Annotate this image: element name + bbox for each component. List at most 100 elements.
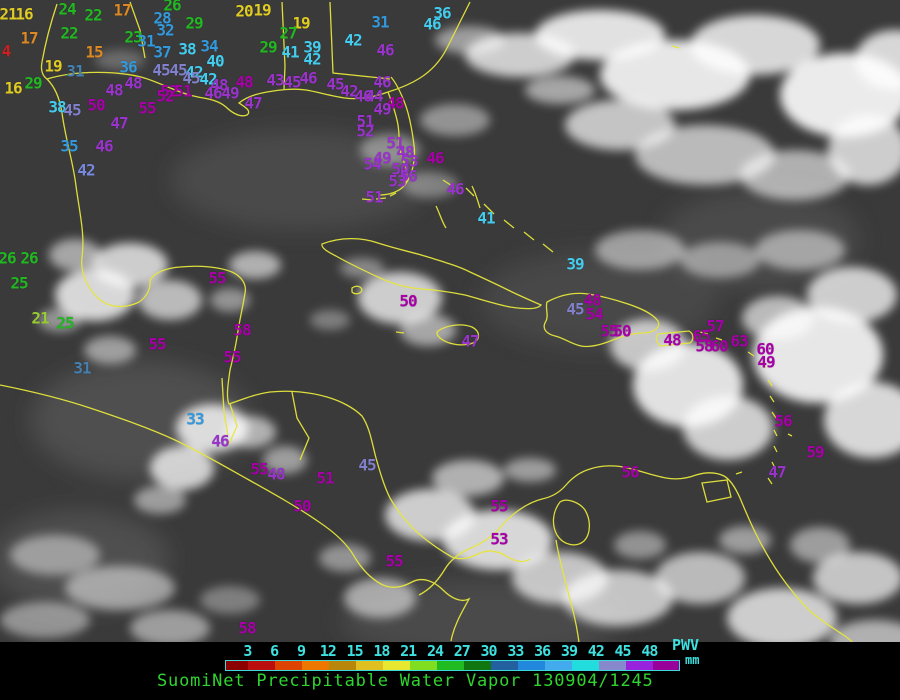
colorbar-tick: 48 — [641, 642, 658, 660]
station-value: 49 — [373, 99, 391, 119]
station-value: 58 — [238, 618, 256, 638]
station-value: 45 — [182, 68, 200, 88]
cuba — [321, 237, 543, 310]
station-value: 46 — [446, 179, 464, 199]
station-value: 65 — [692, 326, 710, 346]
hispaniola — [543, 292, 660, 348]
cloud-layer — [0, 10, 900, 642]
colorbar-tick: 12 — [319, 642, 337, 660]
station-value: 24 — [58, 0, 76, 19]
station-value: 4 — [1, 41, 12, 61]
station-value: 56 — [399, 166, 417, 186]
colorbar-segment — [248, 661, 275, 670]
station-value: 19 — [44, 56, 62, 76]
station-value: 16 — [4, 78, 22, 98]
station-value: 31 — [66, 61, 84, 81]
station-value: 31 — [371, 12, 389, 32]
station-value: 16 — [15, 4, 33, 24]
colorbar-segment — [356, 661, 383, 670]
station-value: 45 — [358, 455, 376, 475]
border-colombia-venezuela — [555, 539, 580, 642]
station-value: 55 — [148, 334, 166, 354]
coastline-gulf-centralamerica — [45, 1, 531, 563]
colorbar-tick: 15 — [346, 642, 364, 660]
station-value: 22 — [60, 23, 78, 43]
station-value: 33 — [186, 409, 204, 429]
station-value: 26 — [0, 248, 17, 268]
coastline-south-america — [418, 465, 854, 642]
station-value: 48 — [210, 75, 228, 95]
station-value: 57 — [706, 316, 724, 336]
bermuda-mark — [671, 45, 680, 49]
station-value: 25 — [56, 313, 74, 333]
station-value: 48 — [583, 290, 601, 310]
station-value: 55 — [250, 459, 268, 479]
station-value: 48 — [124, 73, 142, 93]
station-value: 39 — [303, 37, 321, 57]
station-value: 59 — [806, 442, 824, 462]
station-value: 38 — [178, 39, 196, 59]
station-value: 46 — [204, 83, 222, 103]
station-value: 47 — [244, 93, 262, 113]
station-value: 42 — [344, 30, 362, 50]
station-value: 46 — [95, 136, 113, 156]
station-value: 47 — [461, 331, 479, 351]
station-value: 46 — [211, 431, 229, 451]
station-value: 50 — [87, 95, 105, 115]
isle-of-youth — [351, 285, 363, 295]
station-value: 36 — [433, 3, 451, 23]
cloud-imagery — [0, 0, 900, 642]
station-value: 46 — [373, 72, 391, 92]
colorbar-segment — [437, 661, 464, 670]
station-value: 60 — [756, 339, 774, 359]
colorbar-tick: 45 — [614, 642, 632, 660]
station-value: 39 — [566, 254, 584, 274]
station-value: 55 — [208, 268, 226, 288]
station-value: 43 — [266, 70, 284, 90]
colorbar-tick: 3 — [243, 642, 252, 660]
station-value: 42 — [199, 69, 217, 89]
station-value: 45 — [152, 60, 170, 80]
station-value: 42 — [303, 49, 321, 69]
colorbar-segment — [599, 661, 626, 670]
station-value: 55 — [138, 98, 156, 118]
station-value: 27 — [279, 23, 297, 43]
station-value: 60 — [710, 336, 728, 356]
coastlines-layer — [0, 1, 854, 642]
station-value: 48 — [396, 142, 414, 162]
station-value: 46 — [299, 68, 317, 88]
station-value: 46 — [423, 14, 441, 34]
station-value: 45 — [283, 72, 301, 92]
station-value: 55 — [385, 551, 403, 571]
coastline-florida — [378, 76, 416, 196]
satellite-map: 21 16 24 22 17 26 28 29 20 19 19 17 22 23 31 32 27 29 4 15 3… — [0, 0, 900, 642]
jamaica — [436, 324, 480, 346]
station-value: 48 — [235, 72, 253, 92]
station-value: 19 — [292, 13, 310, 33]
station-value: 31 — [73, 358, 91, 378]
trinidad — [701, 471, 743, 503]
colorbar-segment — [410, 661, 437, 670]
colorbar-tick: 39 — [560, 642, 578, 660]
colorbar-segment — [464, 661, 491, 670]
coastline-pacific — [0, 384, 471, 642]
station-value: 45 — [566, 299, 584, 319]
station-value: 48 — [663, 330, 681, 350]
station-value: 50 — [613, 321, 631, 341]
station-value: 51 — [356, 111, 374, 131]
station-value: 50 — [293, 496, 311, 516]
state-border-3 — [329, 1, 391, 80]
station-value: 50 — [391, 159, 409, 179]
colorbar-ticks: 3 6 9 12 15 18 21 24 27 30 33 36 39 42 45 48 — [234, 644, 663, 659]
border-nicaragua — [291, 391, 310, 461]
station-value: 41 — [281, 42, 299, 62]
colorbar-tick: 18 — [373, 642, 390, 660]
station-value: 20 — [235, 1, 253, 21]
station-value: 17 — [113, 0, 131, 20]
station-value: 42 — [340, 81, 358, 101]
colorbar-segment — [518, 661, 545, 670]
colorbar-segment — [275, 661, 302, 670]
station-value: 47 — [110, 113, 128, 133]
station-value: 46 — [376, 40, 394, 60]
colorbar — [225, 660, 680, 671]
